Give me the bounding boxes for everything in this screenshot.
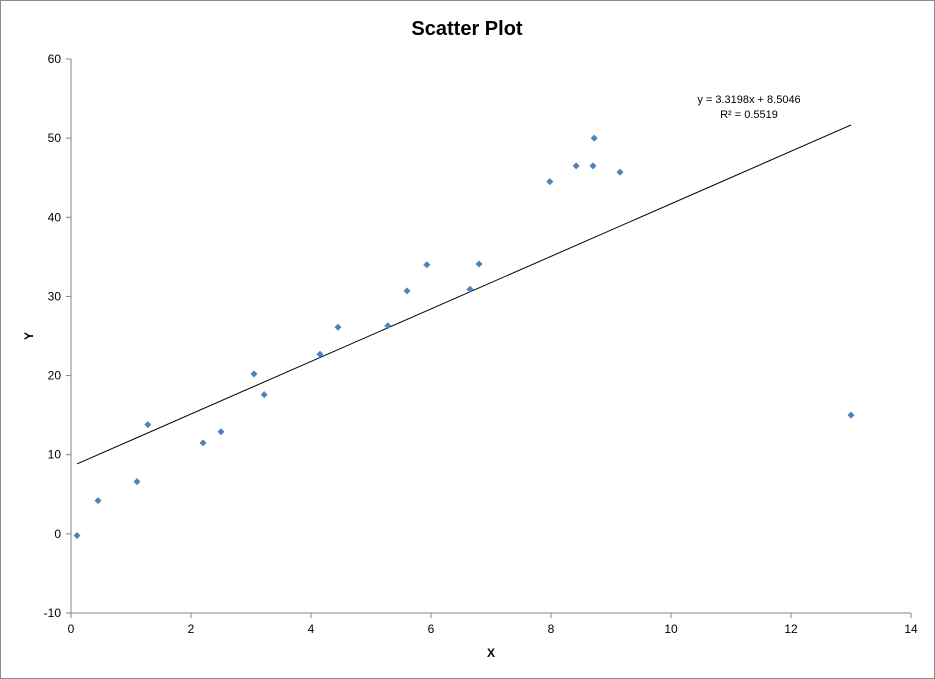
y-axis-title: Y	[22, 332, 36, 340]
trendline-equation: y = 3.3198x + 8.5046	[697, 94, 800, 106]
data-point	[403, 287, 411, 295]
y-tick-label: 60	[48, 52, 62, 66]
axes	[70, 59, 911, 614]
y-tick-label: 20	[48, 369, 62, 383]
x-axis-title: X	[487, 646, 495, 660]
x-tick-label: 14	[904, 622, 918, 636]
data-point	[423, 261, 431, 269]
x-tick-label: 8	[548, 622, 555, 636]
data-point	[572, 162, 580, 170]
data-point	[616, 168, 624, 176]
data-point	[133, 478, 141, 486]
data-point	[466, 285, 474, 293]
y-tick-label: 50	[48, 131, 62, 145]
data-point	[217, 428, 225, 436]
x-tick-label: 6	[428, 622, 435, 636]
data-point	[475, 260, 483, 268]
x-tick-label: 2	[188, 622, 195, 636]
data-point	[144, 421, 152, 429]
data-point	[250, 370, 258, 378]
data-point	[94, 497, 102, 505]
x-tick-label: 10	[664, 622, 678, 636]
data-point	[316, 350, 324, 358]
data-point	[589, 162, 597, 170]
y-axis-ticks: -10 0 10 20 30 40 50 60	[44, 52, 71, 620]
y-tick-label: -10	[44, 606, 62, 620]
data-point	[384, 322, 392, 330]
x-tick-label: 0	[68, 622, 75, 636]
y-tick-label: 40	[48, 210, 62, 224]
x-tick-label: 12	[784, 622, 798, 636]
y-tick-label: 10	[48, 448, 62, 462]
y-tick-label: 0	[54, 527, 61, 541]
data-points	[73, 134, 855, 539]
trendline	[76, 124, 852, 465]
chart-title: Scatter Plot	[411, 18, 522, 40]
trendline-r-squared: R² = 0.5519	[720, 109, 778, 121]
x-axis-ticks: 0 2 4 6 8 10 12 14	[68, 613, 918, 636]
data-point	[260, 391, 268, 399]
data-point	[73, 531, 81, 539]
data-point	[334, 323, 342, 331]
data-point	[546, 178, 554, 186]
data-point	[590, 134, 598, 142]
data-point	[847, 411, 855, 419]
x-tick-label: 4	[308, 622, 315, 636]
y-tick-label: 30	[48, 289, 62, 303]
data-point	[199, 439, 207, 447]
